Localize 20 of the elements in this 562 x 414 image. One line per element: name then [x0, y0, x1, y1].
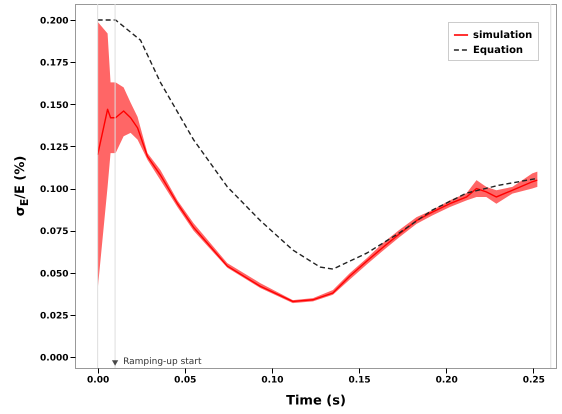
y-tick-label: 0.125: [40, 142, 68, 153]
x-tick-label: 0.10: [261, 376, 284, 386]
y-tick-label: 0.050: [40, 269, 68, 280]
y-tick-label: 0.075: [40, 227, 68, 238]
x-tick-label: 0.20: [436, 376, 458, 386]
x-tick-label: 0.00: [87, 376, 110, 386]
x-tick-label: 0.25: [522, 376, 545, 386]
x-axis-title: Time (s): [286, 394, 346, 408]
y-tick-label: 0.175: [40, 58, 68, 69]
y-tick-label: 0.100: [40, 185, 68, 196]
line-series: [96, 108, 538, 302]
y-tick-label: 0.025: [40, 311, 68, 322]
x-tick-label: 0.05: [174, 376, 196, 386]
y-tick-label: 0.200: [40, 16, 68, 27]
x-tick-label: 0.15: [348, 376, 371, 386]
legend-label: Equation: [473, 45, 524, 56]
ref-line-label: Ramping-up start: [123, 357, 202, 367]
y-tick-label: 0.000: [40, 354, 68, 364]
legend-label: simulation: [473, 30, 532, 41]
y-tick-label: 0.150: [40, 100, 68, 111]
